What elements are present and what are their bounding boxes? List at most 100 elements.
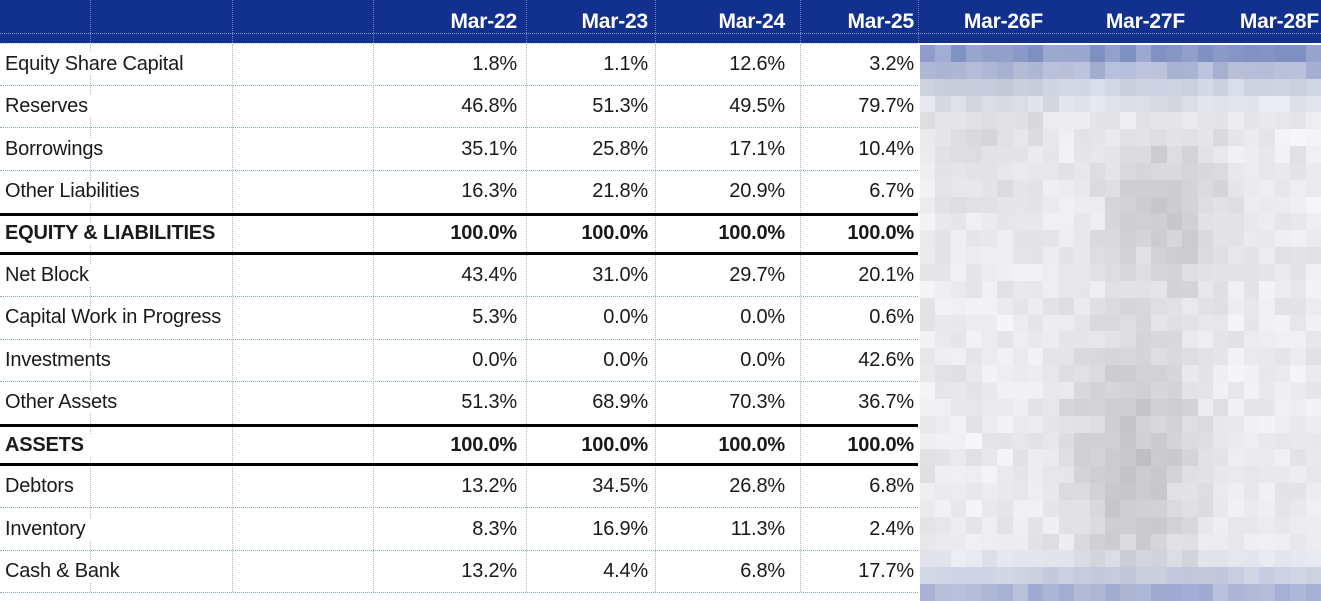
mosaic-pixel — [1305, 550, 1321, 568]
mosaic-pixel — [1243, 264, 1260, 281]
mosaic-pixel — [935, 550, 951, 568]
mosaic-pixel — [935, 348, 951, 366]
mosaic-pixel — [1166, 398, 1183, 416]
mosaic-pixel — [1074, 179, 1090, 197]
mosaic-pixel — [1197, 516, 1214, 534]
header-column-gridline — [90, 0, 91, 43]
mosaic-pixel — [1274, 264, 1291, 281]
mosaic-pixel — [1166, 381, 1183, 399]
mosaic-pixel — [1105, 348, 1121, 366]
mosaic-pixel — [1182, 533, 1198, 551]
mosaic-pixel — [920, 264, 936, 281]
mosaic-pixel — [1197, 146, 1214, 163]
mosaic-pixel — [1135, 78, 1152, 96]
mosaic-pixel — [1243, 61, 1260, 79]
mosaic-pixel — [966, 129, 982, 147]
mosaic-pixel — [1259, 45, 1275, 62]
mosaic-pixel — [1105, 162, 1121, 180]
row-label-cell: Capital Work in Progress — [0, 306, 373, 329]
mosaic-pixel — [920, 280, 936, 298]
mosaic-pixel — [1043, 499, 1059, 517]
mosaic-pixel — [1166, 264, 1183, 281]
mosaic-pixel — [1105, 61, 1121, 79]
value-cell-mar-25: 17.7% — [858, 559, 914, 582]
mosaic-pixel — [935, 584, 951, 601]
mosaic-pixel — [1305, 162, 1321, 180]
mosaic-pixel — [1012, 280, 1028, 298]
mosaic-pixel — [1274, 162, 1291, 180]
row-label-cell: Investments — [0, 348, 373, 372]
mosaic-pixel — [1182, 196, 1198, 214]
mosaic-pixel — [1290, 230, 1306, 248]
mosaic-pixel — [1290, 162, 1306, 180]
mosaic-pixel — [1151, 365, 1167, 382]
mosaic-pixel — [1228, 567, 1244, 585]
mosaic-pixel — [1058, 61, 1075, 79]
mosaic-pixel — [1213, 112, 1229, 130]
value-cell-mar-22: 0.0% — [472, 348, 517, 371]
mosaic-pixel — [1197, 196, 1214, 214]
mosaic-pixel — [1274, 449, 1291, 467]
mosaic-pixel — [935, 45, 951, 62]
data-row: Cash & Bank 13.2% 4.4% 6.8% 17.7% — [0, 551, 918, 593]
mosaic-pixel — [1182, 483, 1198, 500]
mosaic-pixel — [1213, 483, 1229, 500]
mosaic-pixel — [1012, 516, 1028, 534]
mosaic-pixel — [1259, 550, 1275, 568]
mosaic-pixel — [1228, 314, 1244, 332]
mosaic-pixel — [1259, 179, 1275, 197]
mosaic-pixel — [1120, 584, 1136, 601]
mosaic-pixel — [966, 398, 982, 416]
mosaic-pixel — [1135, 567, 1152, 585]
mosaic-pixel — [981, 146, 998, 163]
mosaic-pixel — [1305, 146, 1321, 163]
mosaic-pixel — [920, 162, 936, 180]
mosaic-pixel — [1105, 129, 1121, 147]
mosaic-pixel — [1135, 179, 1152, 197]
mosaic-pixel — [1305, 95, 1321, 113]
mosaic-pixel — [997, 247, 1013, 265]
mosaic-pixel — [1089, 365, 1106, 382]
mosaic-pixel — [981, 280, 998, 298]
mosaic-pixel — [1259, 314, 1275, 332]
header-column-gridline — [526, 0, 527, 43]
mosaic-pixel — [1228, 112, 1244, 130]
mosaic-pixel — [1135, 516, 1152, 534]
value-cell-mar-25: 6.7% — [869, 180, 914, 203]
mosaic-pixel — [1243, 247, 1260, 265]
row-label: Capital Work in Progress — [5, 306, 229, 329]
mosaic-pixel — [1089, 331, 1106, 349]
mosaic-pixel — [1120, 381, 1136, 399]
mosaic-pixel — [950, 179, 967, 197]
mosaic-pixel — [935, 365, 951, 382]
header-inner-gridline — [0, 33, 1321, 34]
mosaic-pixel — [1305, 365, 1321, 382]
mosaic-pixel — [1259, 331, 1275, 349]
mosaic-pixel — [1089, 567, 1106, 585]
mosaic-pixel — [1182, 247, 1198, 265]
mosaic-pixel — [1213, 584, 1229, 601]
mosaic-pixel — [920, 499, 936, 517]
row-label: Debtors — [5, 475, 81, 498]
mosaic-pixel — [966, 584, 982, 601]
mosaic-pixel — [1182, 230, 1198, 248]
mosaic-pixel — [1182, 381, 1198, 399]
mosaic-pixel — [1120, 348, 1136, 366]
mosaic-pixel — [1135, 314, 1152, 332]
value-cell-mar-22: 46.8% — [461, 95, 517, 118]
mosaic-pixel — [1074, 533, 1090, 551]
mosaic-pixel — [1074, 348, 1090, 366]
mosaic-pixel — [950, 129, 967, 147]
mosaic-pixel — [1027, 297, 1044, 315]
mosaic-pixel — [1012, 213, 1028, 231]
mosaic-pixel — [997, 398, 1013, 416]
mosaic-pixel — [1105, 432, 1121, 450]
mosaic-pixel — [966, 179, 982, 197]
mosaic-pixel — [1290, 398, 1306, 416]
mosaic-pixel — [1197, 483, 1214, 500]
mosaic-pixel — [1213, 196, 1229, 214]
mosaic-pixel — [1074, 499, 1090, 517]
mosaic-pixel — [1058, 264, 1075, 281]
mosaic-pixel — [997, 483, 1013, 500]
mosaic-pixel — [1151, 415, 1167, 433]
